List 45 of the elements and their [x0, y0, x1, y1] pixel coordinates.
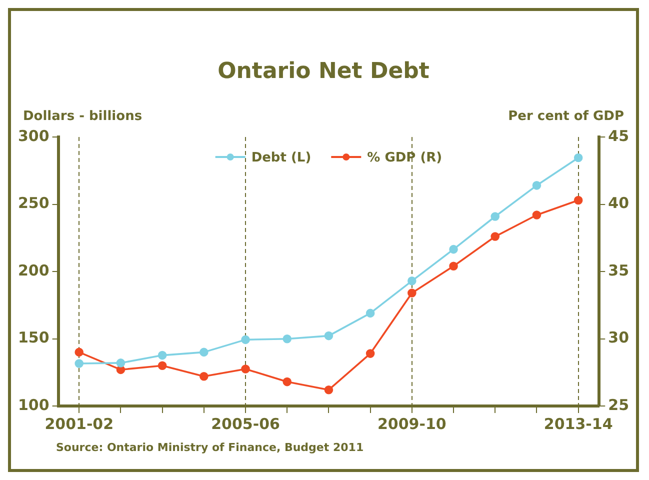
point	[532, 210, 542, 220]
legend-label: Debt (L)	[251, 150, 312, 166]
point	[449, 244, 458, 254]
y-tick-label: 100	[18, 396, 50, 414]
y2-tick-label: 30	[608, 328, 629, 347]
source-note: Source: Ontario Ministry of Finance, Budget 2011	[55, 441, 365, 454]
point	[200, 348, 208, 357]
point	[158, 361, 167, 370]
point	[574, 196, 583, 205]
y2-tick-label: 40	[608, 194, 629, 212]
y2-axis-title: Per cent of GDP	[508, 108, 624, 124]
y-axis-title: Dollars - billions	[23, 108, 142, 124]
point	[490, 212, 500, 221]
point	[449, 262, 458, 271]
point	[241, 335, 250, 344]
y-tick-label: 250	[18, 194, 50, 212]
point	[324, 331, 334, 340]
y-tick-label: 200	[18, 261, 50, 280]
point	[324, 385, 334, 394]
point	[74, 359, 84, 368]
y-tick-label: 150	[18, 328, 50, 347]
point	[408, 276, 416, 286]
point	[241, 364, 250, 374]
x-tick-label: 2001-02	[44, 414, 114, 433]
point	[200, 372, 208, 381]
point	[116, 358, 126, 368]
point	[490, 232, 500, 241]
point	[532, 181, 542, 190]
point	[574, 153, 583, 162]
point	[366, 349, 375, 358]
point	[282, 334, 292, 344]
chart-title: Ontario Net Debt	[216, 58, 430, 86]
x-tick-label: 2013-14	[544, 414, 613, 433]
x-tick-label: 2005-06	[211, 414, 280, 433]
x-tick-label: 2009-10	[377, 414, 446, 433]
y-tick-label: 300	[18, 126, 50, 145]
point	[366, 308, 375, 318]
point	[158, 350, 167, 360]
point	[408, 288, 416, 298]
point	[74, 348, 84, 357]
y2-tick-label: 45	[608, 126, 629, 145]
y2-tick-label: 25	[608, 396, 629, 414]
legend-label: % GDP (R)	[367, 150, 442, 166]
y2-tick-label: 35	[608, 261, 629, 280]
point	[282, 377, 292, 386]
